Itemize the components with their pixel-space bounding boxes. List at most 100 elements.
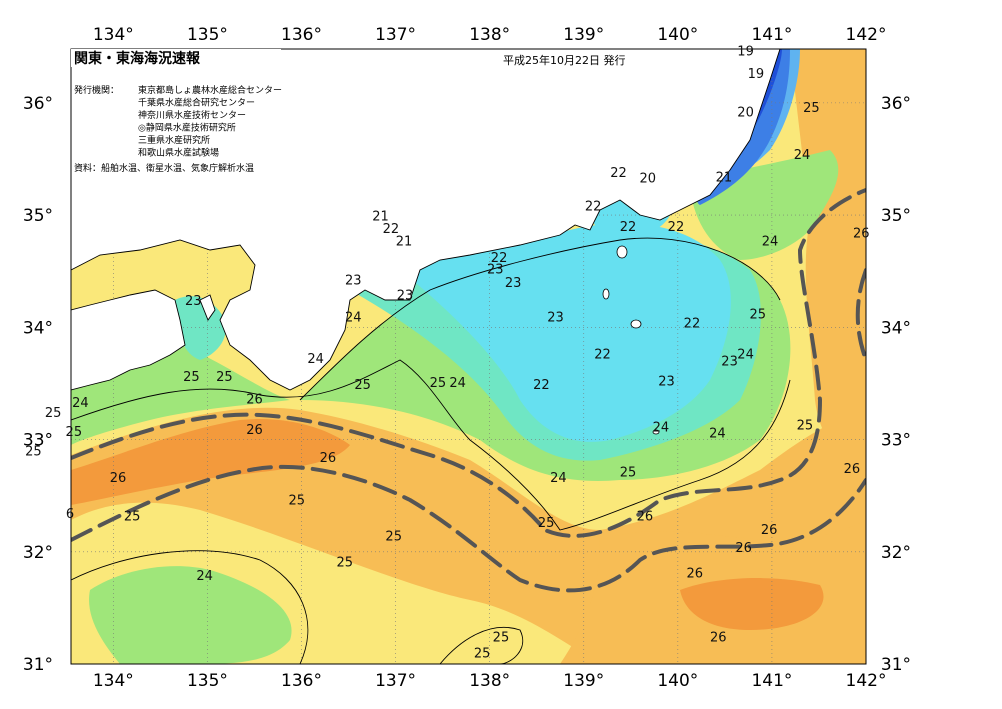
- temperature-label: 20: [639, 172, 656, 187]
- island-miyakejima: [630, 319, 642, 329]
- temperature-label: 22: [585, 200, 602, 215]
- issuer-item: 神奈川県水産技術センター: [138, 109, 246, 121]
- latitude-labels-left: 36° 35° 34° 33° 32° 31°: [23, 94, 53, 675]
- temperature-label: 25: [750, 307, 767, 322]
- longitude-tick-label: 136°: [281, 25, 322, 45]
- temperature-label: 22: [668, 220, 685, 235]
- kuroshio-axis: [71, 188, 866, 593]
- temperature-label: 22: [610, 166, 627, 181]
- kuroshio-axis-south: [71, 464, 866, 593]
- temperature-label: 25: [474, 646, 491, 661]
- longitude-tick-label: 135°: [187, 671, 228, 691]
- islands: [602, 245, 660, 435]
- longitude-tick-label: 138°: [469, 25, 510, 45]
- temperature-label: 21: [716, 170, 733, 185]
- temperature-label: 25: [216, 370, 233, 385]
- temperature-label: 25: [354, 378, 371, 393]
- latitude-tick-label: 31°: [881, 655, 911, 675]
- latitude-tick-label: 34°: [23, 318, 53, 338]
- land-awaji: [199, 294, 216, 321]
- temperature-label: 26: [110, 471, 127, 486]
- sst-zone-27-core-se: [680, 578, 824, 630]
- temperature-label: 24: [345, 311, 362, 326]
- kuroshio-axis-east: [855, 268, 866, 362]
- temperature-label: 23: [397, 288, 414, 303]
- temperature-label: 22: [620, 220, 637, 235]
- isotherm-25-west: [71, 550, 309, 664]
- temperature-label: 25: [493, 631, 510, 646]
- temperature-label: 25: [430, 376, 447, 391]
- issuer-label: 発行機関：: [74, 84, 119, 96]
- temperature-label: 19: [737, 45, 754, 60]
- kuroshio-axis-north: [71, 188, 866, 538]
- temperature-label: 26: [761, 523, 778, 538]
- latitude-tick-label: 33°: [881, 431, 911, 451]
- data-source: 資料：船舶水温、衛星水温、気象庁解析水温: [74, 162, 254, 174]
- island-niijima: [602, 288, 610, 300]
- temperature-label: 22: [491, 251, 508, 266]
- temperature-label: 26: [853, 227, 870, 242]
- longitude-labels-bottom: 134° 135° 136° 137° 138° 139° 140° 141° 142°: [93, 671, 887, 691]
- temperature-label: 24: [72, 396, 89, 411]
- land-shikoku: [71, 289, 186, 391]
- land-shikoku-kii: [71, 49, 781, 391]
- temperature-label: 24: [709, 426, 726, 441]
- temperature-label: 25: [124, 509, 141, 524]
- map-frame: [70, 48, 867, 665]
- longitude-tick-label: 142°: [846, 671, 887, 691]
- longitude-tick-label: 140°: [657, 671, 698, 691]
- temperature-label: 23: [185, 294, 202, 309]
- sst-zone-26-east: [790, 49, 866, 470]
- temperature-label: 23: [547, 311, 564, 326]
- latitude-tick-label: 32°: [881, 543, 911, 563]
- latitude-tick-label: 31°: [23, 655, 53, 675]
- temperature-label: 25: [538, 516, 555, 531]
- sst-zone-24-offshore: [89, 566, 292, 664]
- temperature-label: 21: [372, 210, 389, 225]
- sst-zone-27-core: [71, 419, 350, 505]
- temperature-label: 24: [307, 352, 324, 367]
- temperature-label: 25: [289, 494, 306, 509]
- longitude-tick-label: 139°: [563, 25, 604, 45]
- temperature-label: 25: [337, 555, 354, 570]
- issuer-item: 三重県水産研究所: [138, 134, 210, 146]
- temperature-label: 23: [505, 276, 522, 291]
- temperature-label: 26: [246, 393, 263, 408]
- isotherm-24-line: [299, 237, 781, 401]
- sst-zone-22: [400, 223, 731, 442]
- longitude-tick-label: 134°: [93, 671, 134, 691]
- temperature-label: 22: [533, 378, 550, 393]
- temperature-label: 26: [735, 541, 752, 556]
- temperature-label: 26: [844, 462, 861, 477]
- temperature-label: 6: [66, 507, 74, 522]
- temperature-label: 23: [487, 262, 504, 277]
- island-izu-oshima: [616, 245, 628, 259]
- title-box: [71, 49, 281, 67]
- issuer-item: ◎静岡県水産技術研究所: [138, 122, 236, 134]
- latitude-labels-right: 36° 35° 34° 33° 32° 31°: [881, 94, 911, 675]
- isotherm-25-line: [71, 359, 791, 531]
- longitude-tick-label: 140°: [657, 25, 698, 45]
- temperature-label: 22: [684, 316, 701, 331]
- temperature-label: 25: [45, 406, 62, 421]
- temperature-label: 26: [710, 631, 727, 646]
- issuer-item: 和歌山県水産試験場: [138, 147, 219, 159]
- temperature-label: 21: [396, 234, 413, 249]
- issuer-item: 千葉県水産総合研究センター: [138, 97, 255, 109]
- issuer-list: 東京都島しょ農林水産総合センター千葉県水産総合研究センター神奈川県水産技術センタ…: [138, 84, 282, 159]
- latitude-tick-label: 36°: [881, 94, 911, 114]
- longitude-tick-label: 137°: [375, 25, 416, 45]
- latitude-tick-label: 35°: [881, 206, 911, 226]
- isotherm-contours: [71, 237, 791, 664]
- map-plot-area: [71, 49, 866, 664]
- temperature-label: 25: [803, 101, 820, 116]
- temperature-label: 26: [686, 567, 703, 582]
- latitude-tick-label: 34°: [881, 318, 911, 338]
- longitude-tick-label: 139°: [563, 671, 604, 691]
- temperature-label: 24: [794, 148, 811, 163]
- latitude-tick-label: 35°: [23, 206, 53, 226]
- temperature-label: 25: [66, 425, 83, 440]
- land: [71, 49, 781, 391]
- temperature-label: 25: [183, 370, 200, 385]
